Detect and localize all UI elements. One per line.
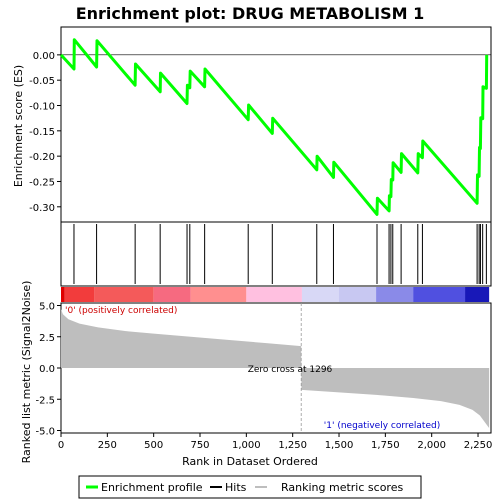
es-y-tick-label: -0.20 — [29, 152, 55, 163]
x-tick-label: 1,250 — [278, 440, 307, 451]
x-tick-label: 1,750 — [371, 440, 400, 451]
colorbar-segment — [339, 287, 377, 302]
ranking-metric-area — [61, 309, 490, 428]
chart-title: Enrichment plot: DRUG METABOLISM 1 — [76, 4, 425, 23]
es-y-tick-label: -0.10 — [29, 102, 55, 113]
es-y-axis-label: Enrichment score (ES) — [12, 65, 25, 187]
legend-hits-label: Hits — [225, 481, 247, 494]
negative-correlation-label: '1' (negatively correlated) — [324, 421, 440, 431]
rank-colorbar — [61, 287, 490, 302]
enrichment-profile-line — [59, 38, 489, 216]
metric-y-tick-label: 0.0 — [39, 364, 55, 375]
metric-y-axis: 5.0 2.5 0.0 -2.5 -5.0 — [35, 302, 61, 438]
legend-enrichment-label: Enrichment profile — [101, 481, 203, 494]
positive-correlation-label: '0' (positively correlated) — [65, 306, 177, 316]
metric-y-tick-label: 2.5 — [39, 333, 55, 344]
x-tick-label: 2,000 — [417, 440, 446, 451]
x-tick-label: 750 — [190, 440, 209, 451]
x-tick-label: 1,500 — [325, 440, 354, 451]
colorbar-segment — [190, 287, 247, 302]
x-tick-label: 0 — [58, 440, 64, 451]
es-y-tick-label: -0.25 — [29, 177, 55, 188]
x-axis-label: Rank in Dataset Ordered — [182, 455, 318, 468]
x-tick-label: 500 — [144, 440, 163, 451]
metric-y-tick-label: -5.0 — [35, 427, 55, 438]
es-y-tick-label: 0.00 — [33, 51, 55, 62]
colorbar-segment — [376, 287, 414, 302]
metric-y-tick-label: 5.0 — [39, 302, 55, 313]
es-y-tick-label: -0.05 — [29, 76, 55, 87]
hits-panel-frame — [60, 221, 492, 287]
legend-ranking-label: Ranking metric scores — [281, 481, 403, 494]
x-tick-label: 1,000 — [232, 440, 261, 451]
x-tick-label: 2,250 — [464, 440, 493, 451]
colorbar-segment — [413, 287, 466, 302]
colorbar-segment — [465, 287, 490, 302]
colorbar-segment — [246, 287, 302, 302]
legend-box — [78, 475, 422, 499]
hits-group — [73, 224, 487, 284]
es-y-tick-label: -0.15 — [29, 127, 55, 138]
colorbar-segment — [64, 287, 95, 302]
x-axis: 0 250 500 750 1,000 1,250 1,500 1,750 2,000 2,250 — [58, 433, 493, 451]
es-y-axis: 0.00 -0.05 -0.10 -0.15 -0.20 -0.25 -0.30 — [29, 51, 61, 214]
metric-y-tick-label: -2.5 — [35, 395, 55, 406]
x-tick-label: 250 — [98, 440, 117, 451]
colorbar-segment — [153, 287, 191, 302]
colorbar-segment — [94, 287, 154, 302]
es-y-tick-label: -0.30 — [29, 203, 55, 214]
colorbar-segment — [61, 287, 65, 302]
metric-y-axis-label: Ranked list metric (Signal2Noise) — [20, 281, 33, 464]
colorbar-segment — [301, 287, 340, 302]
es-panel-frame — [60, 26, 492, 223]
zero-cross-label: Zero cross at 1296 — [248, 365, 333, 375]
